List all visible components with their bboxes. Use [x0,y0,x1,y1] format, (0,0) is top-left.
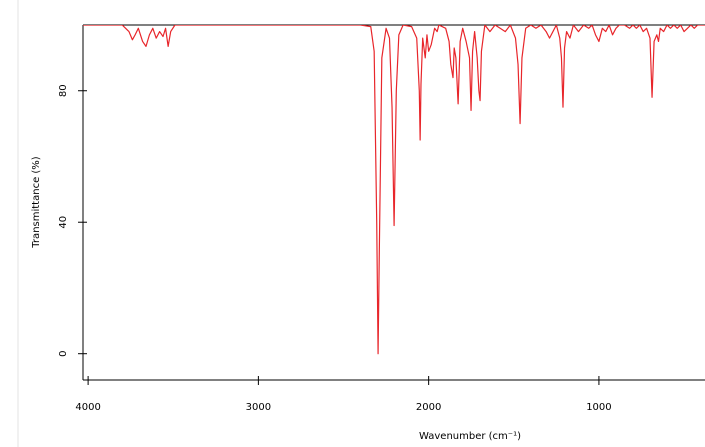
spectrum-line [83,25,705,355]
plot-area [83,25,705,355]
x-axis-title: Wavenumber (cm⁻¹) [419,431,521,442]
y-axis-title: Transmittance (%) [31,156,42,248]
y-tick-label: 40 [58,216,69,229]
x-tick-label: 3000 [246,402,271,413]
y-tick-label: 0 [58,351,69,357]
x-tick-label: 4000 [75,402,100,413]
y-tick-label: 80 [58,84,69,97]
x-tick-label: 2000 [416,402,441,413]
x-tick-label: 1000 [586,402,611,413]
